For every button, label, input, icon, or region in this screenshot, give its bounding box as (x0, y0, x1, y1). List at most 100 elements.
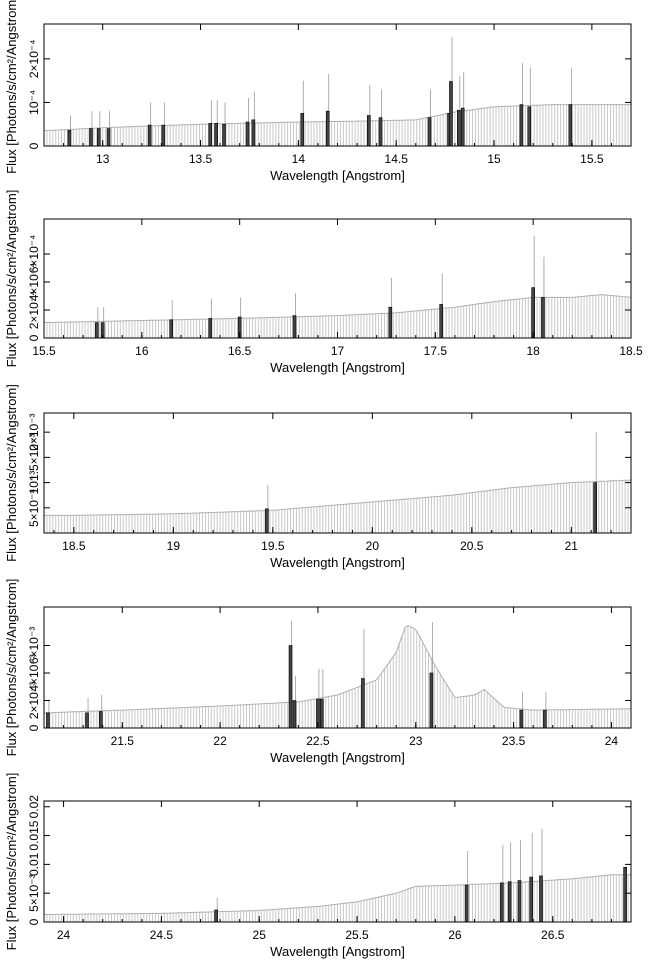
line-bar (320, 698, 324, 729)
emission-line (288, 620, 293, 729)
emission-line (519, 692, 524, 729)
y-tick-label: 2×10⁻⁴ (27, 40, 41, 79)
x-axis: 13 13.5 14 14.5 15 15.5 (43, 24, 632, 166)
emission-line (325, 74, 330, 147)
chart-panel-2: 15.5 16 16.5 17 17.5 18 18.5 Wavelength [Angstr… (4, 190, 643, 375)
x-tick-label: 20.5 (460, 539, 484, 553)
line-bar (67, 130, 72, 147)
x-axis: 18.5 19 19.5 20 20.5 21 (53, 413, 612, 553)
continuum-model (43, 479, 632, 533)
emission-line (265, 485, 269, 534)
line-bar (161, 124, 166, 147)
y-axis: 5×10⁻⁴10⁻³1.5×10⁻³2×10⁻³ (27, 413, 631, 527)
y-tick-label: 10⁻³ (27, 471, 41, 495)
y-tick-label: 2×10⁻³ (27, 413, 41, 450)
x-axis-label: Wavelength [Angstrom] (270, 750, 405, 765)
x-tick-label: 14 (292, 152, 306, 166)
x-tick-label: 13 (96, 152, 110, 166)
line-bar (367, 115, 371, 147)
y-axis: 0 2×10⁻³4×10⁻³6×10⁻³ (27, 627, 631, 731)
emission-line (427, 89, 432, 147)
chart-panel-5: 24 24.5 25 25.5 26 26.5 Wavelength [Angstrom] 0… (4, 773, 632, 959)
x-tick-label: 16.5 (228, 344, 252, 358)
x-tick-label: 15 (487, 152, 501, 166)
x-axis: 15.5 16 16.5 17 17.5 18 18.5 (32, 219, 643, 358)
emission-line (457, 76, 461, 147)
emission-line (106, 111, 111, 147)
x-tick-label: 26 (448, 928, 462, 942)
line-bar (449, 81, 453, 147)
x-tick-label: 19.5 (261, 539, 285, 553)
emission-line (214, 897, 218, 923)
line-bar (593, 482, 597, 534)
emission-line (237, 297, 242, 339)
x-tick-label: 24.5 (150, 928, 174, 942)
line-bar (531, 287, 535, 339)
y-axis-label: Flux [Photons/s/cm²/Angstrom] (4, 0, 19, 174)
emission-line (543, 692, 547, 729)
x-axis-label: Wavelength [Angstrom] (270, 555, 405, 570)
line-bar (568, 104, 573, 147)
emission-line (367, 85, 371, 147)
y-axis: 0 10⁻⁴ 2×10⁻⁴ (27, 40, 631, 149)
emission-line (593, 432, 597, 534)
chart-panel-1: 13 13.5 14 14.5 15 15.5 Wavelength [Angstrom] 0… (4, 0, 632, 183)
emission-line (517, 840, 522, 923)
emission-line (519, 63, 524, 147)
emission-line (300, 80, 305, 147)
x-tick-label: 26.5 (541, 928, 565, 942)
y-tick-label: 0 (27, 918, 41, 925)
plot-frame (43, 412, 632, 534)
x-tick-label: 21 (565, 539, 579, 553)
y-tick-label: 2×10⁻³ (27, 682, 41, 719)
line-bar (500, 882, 504, 923)
y-tick-label: 4×10⁻³ (27, 654, 41, 691)
line-bar (457, 109, 461, 147)
y-axis-label: Flux [Photons/s/cm²/Angstrom] (4, 384, 19, 562)
line-bar (245, 121, 250, 147)
y-axis-label: Flux [Photons/s/cm²/Angstrom] (4, 190, 19, 368)
emission-line (439, 273, 444, 339)
continuum-model (43, 874, 632, 922)
x-tick-label: 19 (167, 539, 181, 553)
line-bar (265, 508, 269, 534)
continuum-outline (44, 479, 632, 516)
emission-line (464, 851, 469, 923)
emission-line (500, 844, 504, 923)
continuum-outline (44, 874, 631, 915)
line-bar (378, 117, 383, 147)
x-tick-label: 25.5 (345, 928, 369, 942)
x-tick-label: 17.5 (424, 344, 448, 358)
emission-line (214, 100, 218, 147)
line-bar (89, 128, 93, 147)
emission-line (539, 828, 543, 923)
x-tick-label: 23 (409, 734, 423, 748)
emission-line (251, 91, 256, 147)
emission-line (89, 111, 93, 147)
emission-line (67, 115, 72, 147)
x-tick-label: 18.5 (619, 344, 643, 358)
y-tick-label: 0 (27, 724, 41, 731)
y-tick-label: 0.015 (27, 820, 41, 850)
continuum-outline (43, 625, 631, 714)
line-bar (623, 866, 627, 923)
emission-line (147, 102, 152, 147)
y-tick-label: 0.02 (27, 795, 41, 819)
emission-line (378, 89, 383, 147)
emission-line (429, 622, 434, 729)
x-tick-label: 25 (253, 928, 267, 942)
emission-line (208, 100, 213, 147)
line-bar (300, 113, 305, 147)
x-tick-label: 22 (213, 734, 227, 748)
x-tick-label: 21.5 (111, 734, 135, 748)
line-bar (288, 645, 293, 729)
x-tick-label: 18.5 (62, 539, 86, 553)
emission-line (449, 37, 453, 147)
y-axis: 0 2×10⁻⁴4×10⁻⁴6×10⁻⁴ (27, 235, 631, 341)
line-bar (427, 117, 432, 147)
x-tick-label: 22.5 (306, 734, 330, 748)
x-axis-label: Wavelength [Angstrom] (270, 944, 405, 959)
emission-line (208, 298, 213, 339)
line-bar (214, 909, 218, 923)
